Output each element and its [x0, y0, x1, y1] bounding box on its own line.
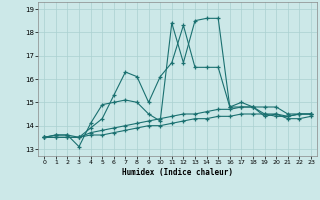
X-axis label: Humidex (Indice chaleur): Humidex (Indice chaleur) — [122, 168, 233, 177]
